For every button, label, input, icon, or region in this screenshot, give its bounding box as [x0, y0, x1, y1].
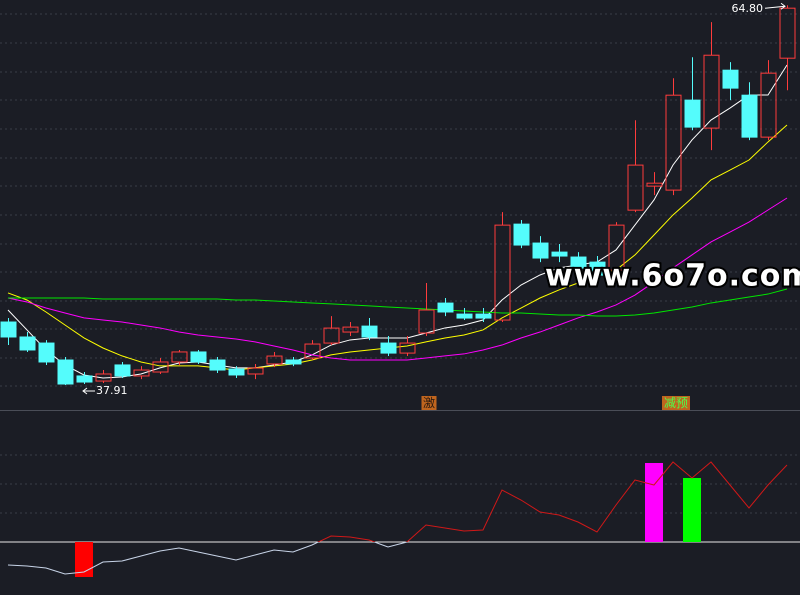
- candle-body: [532, 242, 549, 259]
- candle-body: [589, 261, 606, 276]
- candle-body: [133, 369, 150, 377]
- signal-tag: 减预: [664, 396, 688, 410]
- candle-body: [494, 224, 511, 321]
- candle-body: [114, 364, 131, 377]
- candle-body: [209, 359, 226, 371]
- candle-body: [76, 375, 93, 383]
- candle-body: [152, 361, 169, 373]
- ma-line: [8, 288, 788, 317]
- candle-body: [513, 223, 530, 246]
- candle-body: [760, 72, 777, 138]
- candle-body: [570, 256, 587, 269]
- max-arrow-head: [780, 2, 786, 10]
- candle-body: [722, 69, 739, 89]
- ma-line: [7, 197, 788, 361]
- min-arrow-head: [82, 387, 88, 395]
- indicator-line-above: [317, 461, 788, 542]
- max-arrow: [764, 5, 786, 9]
- candle-body: [608, 224, 625, 271]
- candle-body: [171, 351, 188, 363]
- candle-body: [304, 343, 321, 359]
- signal-bar: [75, 542, 93, 577]
- candle-body: [418, 309, 435, 334]
- candle-body: [779, 7, 796, 59]
- candle-body: [684, 99, 701, 128]
- candle-body: [247, 367, 264, 375]
- candle-body: [741, 94, 758, 138]
- candle-body: [342, 326, 359, 333]
- candle-body: [0, 321, 17, 338]
- candle-body: [285, 359, 302, 365]
- signal-tag: 激: [423, 396, 435, 410]
- signal-bar: [683, 478, 701, 542]
- watermark: www.6o7o.com: [545, 259, 800, 294]
- grid: [0, 13, 800, 514]
- indicator-line-below: [7, 542, 408, 575]
- candle-body: [437, 302, 454, 313]
- candle-body: [665, 94, 682, 191]
- signal-bar: [645, 463, 663, 542]
- min-label: 37.91: [96, 384, 128, 397]
- candle-body: [95, 373, 112, 382]
- candle-body: [475, 313, 492, 319]
- ma-line: [7, 124, 788, 371]
- signal-tag-box: [662, 396, 690, 410]
- candle-body: [551, 251, 568, 257]
- candle-body: [19, 336, 36, 351]
- candle-body: [323, 327, 340, 344]
- signal-tag-box: [421, 396, 437, 410]
- candle-body: [399, 342, 416, 354]
- candle-body: [38, 342, 55, 363]
- candle-body: [57, 359, 74, 385]
- candle-body: [646, 182, 663, 187]
- candle-body: [266, 355, 283, 365]
- candle-body: [703, 54, 720, 129]
- max-label: 64.80: [732, 2, 764, 15]
- candle-body: [190, 351, 207, 363]
- ma-line: [7, 64, 788, 379]
- candle-body: [456, 313, 473, 319]
- candle-body: [627, 164, 644, 211]
- candle-body: [361, 325, 378, 338]
- candle-body: [380, 342, 397, 354]
- candle-body: [228, 368, 245, 376]
